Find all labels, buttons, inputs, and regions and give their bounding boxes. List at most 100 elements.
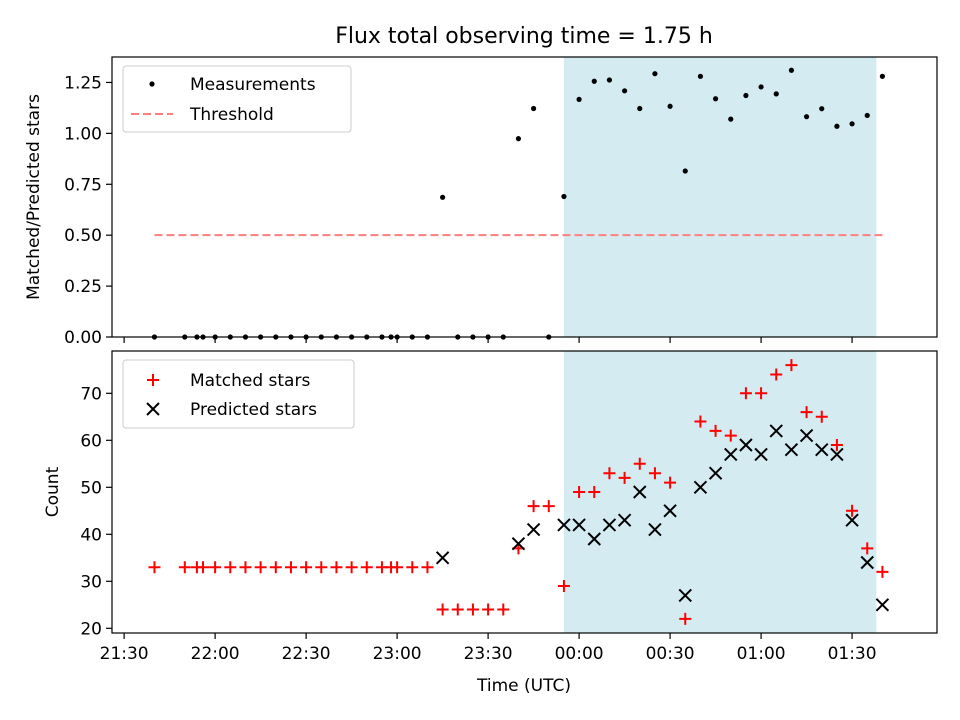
y-tick-label: 1.00 [64, 124, 102, 144]
x-tick-label: 21:30 [100, 644, 149, 664]
matched-star-point [527, 500, 540, 513]
matched-star-point [588, 486, 601, 498]
matched-star-point [618, 471, 631, 484]
measurement-point [530, 105, 537, 112]
predicted-star-point [557, 518, 571, 532]
measurement-point [849, 121, 855, 127]
measurement-point [803, 114, 810, 120]
matched-star-point [466, 603, 479, 616]
matched-star-point [800, 406, 813, 419]
matched-star-point [315, 561, 328, 574]
y-tick-label: 0.50 [64, 226, 102, 246]
x-axis-label: Time (UTC) [476, 676, 571, 696]
predicted-star-point [435, 551, 450, 565]
predicted-star-point [511, 536, 526, 551]
matched-star-point [542, 500, 555, 513]
y-tick-label: 70 [80, 384, 102, 404]
measurement-point [652, 71, 658, 77]
matched-star-point [724, 429, 737, 442]
measurement-point [682, 168, 688, 174]
matched-star-point [709, 424, 722, 437]
predicted-star-point [769, 424, 783, 438]
matched-star-point [648, 467, 661, 480]
x-tick-label: 23:30 [464, 644, 513, 664]
matched-star-point [436, 603, 449, 616]
matched-star-point [694, 415, 707, 428]
matched-star-point [815, 410, 828, 423]
bottom-panel-y-label: Count [43, 466, 63, 517]
predicted-star-point [784, 442, 799, 457]
bottom-panel-legend: Matched stars Predicted stars [122, 359, 355, 429]
predicted-star-point [572, 518, 586, 532]
top-panel-y-axis: 0.00 0.25 0.50 0.75 1.00 1.25 [64, 73, 112, 348]
x-tick-label: 22:00 [191, 644, 240, 664]
predicted-star-point [860, 555, 874, 570]
matched-star-point [209, 561, 222, 574]
predicted-star-point [754, 447, 768, 462]
predicted-star-point [875, 598, 890, 612]
y-tick-label: 30 [80, 572, 102, 592]
matched-star-point [224, 561, 237, 574]
bottom-panel-y-axis: 20 30 40 50 60 70 [80, 384, 112, 639]
matched-star-point [360, 561, 373, 574]
predicted-star-point [830, 447, 844, 462]
figure-title: Flux total observing time = 1.75 h [335, 24, 713, 49]
measurement-point [728, 116, 734, 122]
x-tick-label: 00:30 [646, 644, 695, 664]
legend-predicted-label: Predicted stars [190, 400, 317, 420]
measurement-point [515, 136, 522, 142]
x-tick-label: 01:00 [737, 644, 786, 664]
matched-star-point [603, 467, 616, 480]
measurement-point [712, 96, 719, 102]
predicted-star-point [739, 438, 753, 452]
top-panel-y-label: Matched/Predicted stars [24, 94, 44, 300]
matched-star-point [345, 561, 358, 574]
predicted-star-point [845, 513, 859, 527]
matched-star-point [846, 504, 859, 517]
predicted-star-point [602, 518, 617, 532]
matched-star-point [300, 561, 313, 574]
measurement-point [561, 193, 567, 200]
predicted-star-point [587, 532, 601, 546]
matched-star-point [497, 603, 510, 616]
matched-star-point [239, 561, 252, 574]
measurement-point [819, 106, 825, 112]
measurement-point [879, 73, 886, 79]
predicted-star-point [633, 485, 647, 499]
predicted-star-point [799, 428, 814, 443]
predicted-star-point [648, 522, 662, 537]
legend-measurements-label: Measurements [190, 75, 316, 95]
matched-star-point [679, 612, 692, 625]
x-tick-label: 00:00 [555, 644, 604, 664]
measurement-point [606, 77, 613, 83]
matched-star-point [391, 561, 404, 574]
measurement-point [621, 88, 628, 94]
matched-star-point [406, 561, 419, 574]
y-tick-label: 60 [80, 431, 102, 451]
y-tick-label: 1.25 [64, 73, 102, 93]
measurement-point [834, 123, 840, 129]
x-tick-label: 23:00 [373, 644, 422, 664]
predicted-star-point [678, 588, 692, 603]
matched-star-point [196, 561, 209, 574]
legend-measurements-marker [149, 81, 155, 87]
matched-star-point [739, 387, 752, 400]
y-tick-label: 50 [80, 478, 102, 498]
bottom-panel-marks [148, 359, 890, 625]
matched-star-point [421, 561, 434, 574]
legend-predicted-marker [146, 402, 160, 416]
top-panel-frame [111, 56, 938, 338]
top-panel-legend: Measurements Threshold [122, 65, 352, 133]
legend-threshold-label: Threshold [189, 105, 274, 125]
top-panel: 0.00 0.25 0.50 0.75 1.00 1.25 Matched/Predict… [24, 56, 938, 348]
y-tick-label: 0.75 [64, 175, 102, 195]
measurement-point [667, 103, 673, 109]
matched-star-point [284, 561, 297, 574]
measurement-point [864, 112, 870, 119]
predicted-star-point [663, 504, 677, 518]
matched-star-point [148, 561, 161, 574]
matched-star-point [269, 561, 282, 574]
legend-matched-label: Matched stars [190, 371, 310, 391]
y-tick-label: 20 [80, 619, 102, 639]
matched-star-point [557, 580, 570, 592]
